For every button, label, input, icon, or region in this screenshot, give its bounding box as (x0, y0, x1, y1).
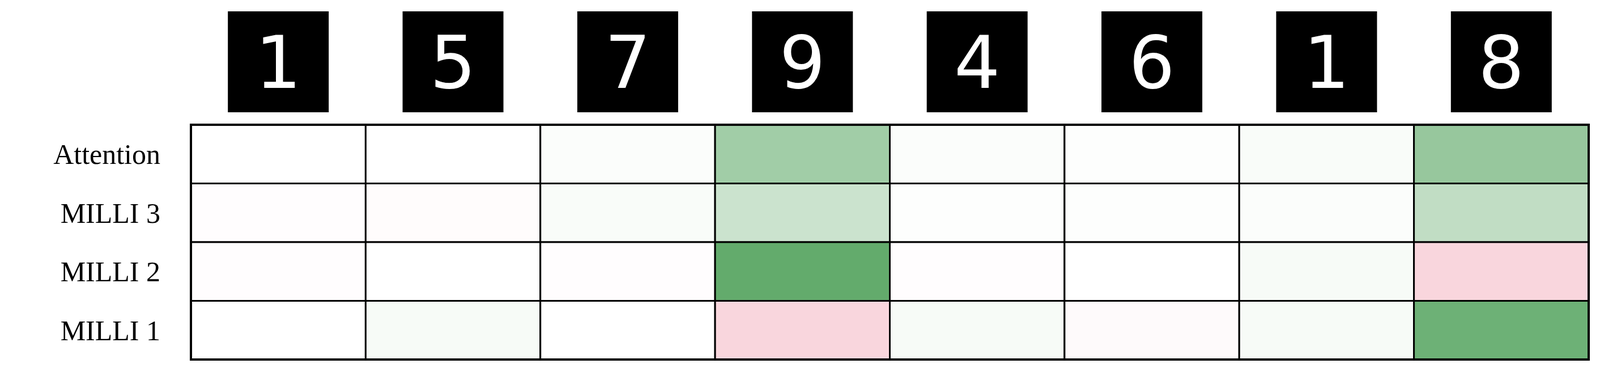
cell (540, 300, 716, 360)
instances: 1 5 7 9 4 6 1 8 (227, 11, 1552, 113)
cell (1414, 183, 1589, 243)
cell (540, 183, 716, 243)
row-label: MILLI 2 (60, 255, 161, 288)
cell (715, 124, 890, 184)
cell (540, 241, 716, 301)
cell (890, 124, 1065, 184)
row-label: MILLI 1 (60, 314, 161, 347)
instance-image (1101, 11, 1203, 113)
instance-image (402, 11, 504, 113)
cell (190, 183, 366, 243)
instance-label: 1 (1303, 20, 1350, 105)
chart: 1 5 7 9 4 6 1 8 Attention MILLI 3 MILLI 2 MILLI 1 (0, 0, 1600, 372)
cell (715, 300, 890, 360)
instance-label: 4 (954, 20, 1000, 105)
frame (190, 124, 1589, 360)
cell (1239, 183, 1414, 243)
instance-label: 1 (254, 20, 301, 105)
cell (1239, 241, 1414, 301)
cell (1064, 241, 1240, 301)
row-label: Attention (53, 138, 161, 170)
instance-image (751, 11, 853, 113)
cell (1239, 300, 1414, 360)
cell (365, 241, 540, 301)
instance-image (227, 11, 329, 113)
instance-image (926, 11, 1028, 113)
instance-label: 5 (430, 20, 476, 105)
cell (190, 241, 366, 301)
cell (715, 241, 890, 301)
cell (715, 183, 890, 243)
cell (1064, 300, 1240, 360)
cell (1414, 241, 1589, 301)
instance-label: 7 (604, 20, 651, 105)
row-label: MILLI 3 (60, 197, 161, 229)
cell (190, 300, 366, 360)
cell (890, 300, 1065, 360)
cell (1414, 300, 1589, 360)
cell (540, 124, 716, 184)
row-labels: Attention MILLI 3 MILLI 2 MILLI 1 (53, 138, 161, 347)
cell (1239, 124, 1414, 184)
instance-image (1275, 11, 1377, 113)
cells (190, 124, 1589, 360)
cell (1064, 183, 1240, 243)
cell (890, 183, 1065, 243)
cell (1064, 124, 1240, 184)
instance-image (1450, 11, 1552, 113)
cell (890, 241, 1065, 301)
cell (365, 124, 540, 184)
cell (190, 124, 366, 184)
cell (1414, 124, 1589, 184)
instance-image (577, 11, 679, 113)
cell (365, 183, 540, 243)
instance-label: 8 (1478, 20, 1525, 105)
instance-label: 9 (779, 20, 826, 105)
cell (365, 300, 540, 360)
instance-label: 6 (1128, 20, 1175, 105)
